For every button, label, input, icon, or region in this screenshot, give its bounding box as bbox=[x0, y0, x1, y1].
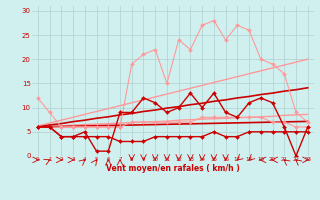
X-axis label: Vent moyen/en rafales ( km/h ): Vent moyen/en rafales ( km/h ) bbox=[106, 164, 240, 173]
